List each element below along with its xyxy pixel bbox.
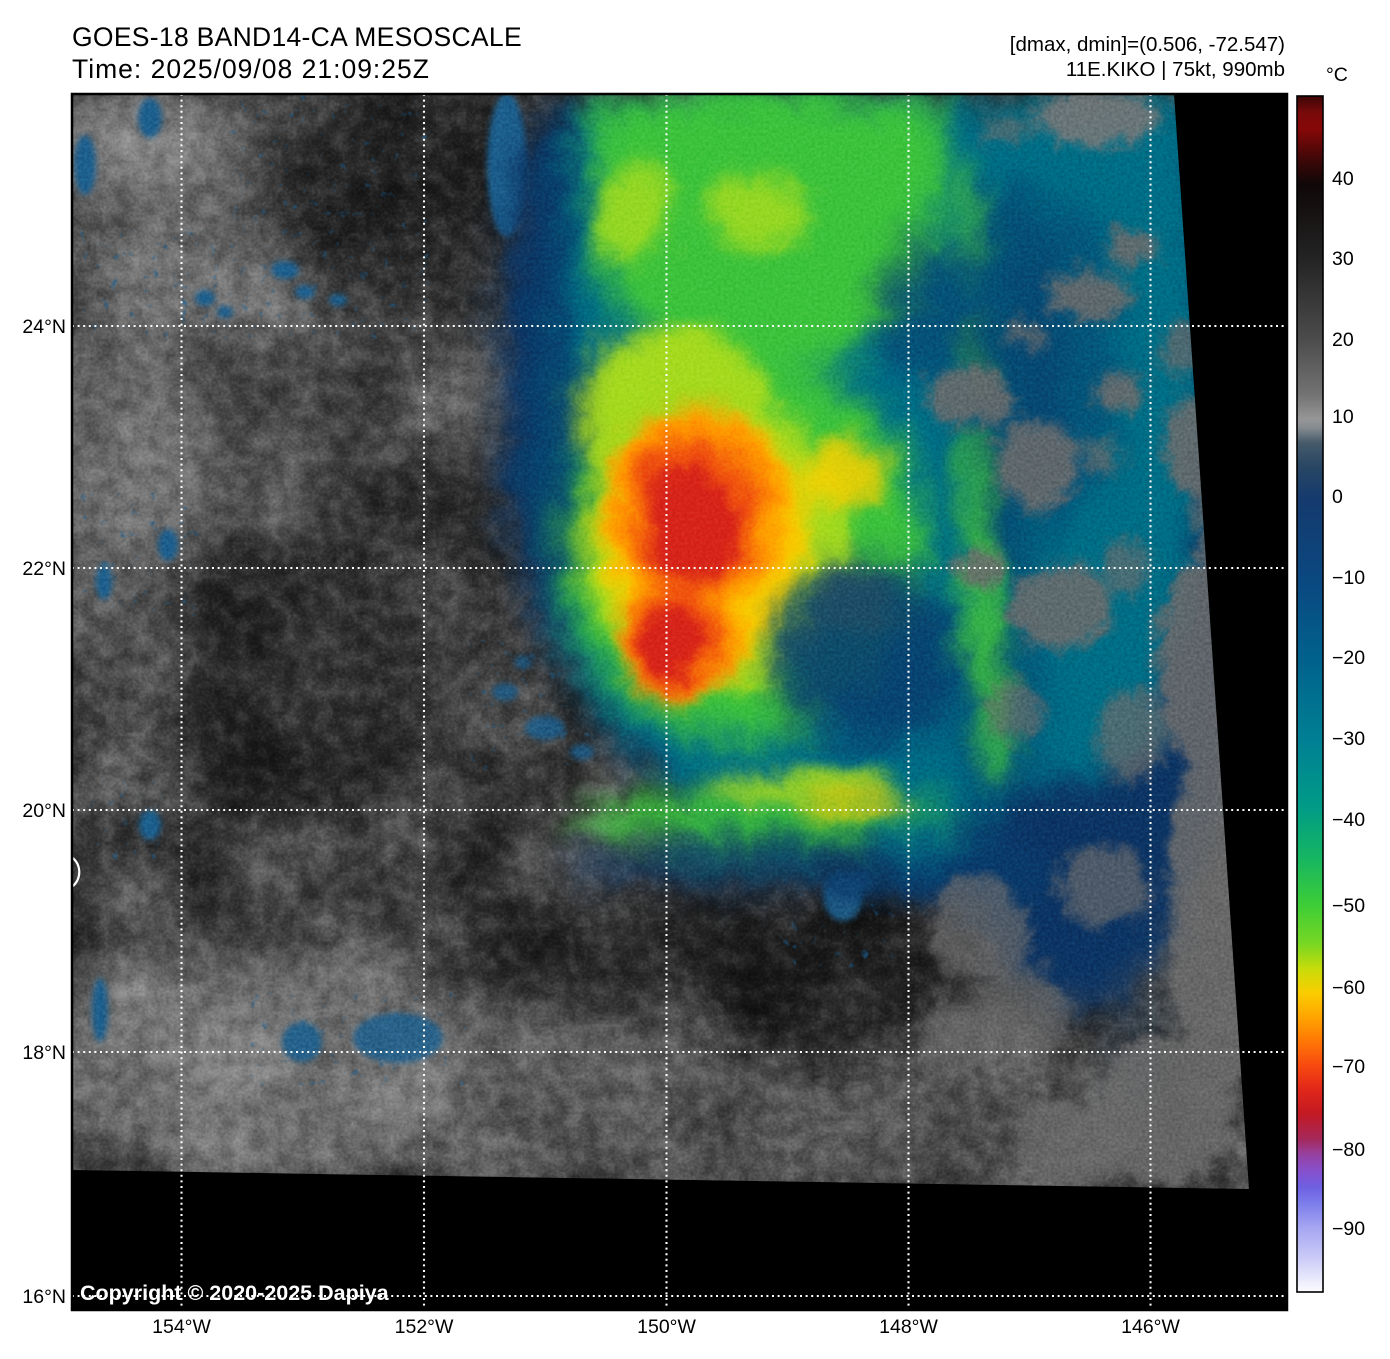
svg-text:146°W: 146°W: [1121, 1316, 1180, 1338]
svg-text:30: 30: [1332, 248, 1354, 270]
svg-text:−80: −80: [1332, 1139, 1365, 1161]
svg-text:16°N: 16°N: [22, 1286, 66, 1308]
svg-text:−30: −30: [1332, 728, 1365, 750]
svg-text:−40: −40: [1332, 809, 1365, 831]
svg-text:GOES-18 BAND14-CA MESOSCALE: GOES-18 BAND14-CA MESOSCALE: [72, 22, 522, 52]
svg-text:−20: −20: [1332, 647, 1365, 669]
svg-text:Copyright © 2020-2025 Dapiya: Copyright © 2020-2025 Dapiya: [80, 1281, 390, 1305]
svg-text:−50: −50: [1332, 895, 1365, 917]
svg-text:−60: −60: [1332, 977, 1365, 999]
svg-text:150°W: 150°W: [637, 1316, 696, 1338]
svg-text:−90: −90: [1332, 1218, 1365, 1240]
svg-text:10: 10: [1332, 406, 1354, 428]
svg-text:18°N: 18°N: [22, 1042, 66, 1064]
svg-text:°C: °C: [1326, 64, 1348, 86]
svg-text:20°N: 20°N: [22, 800, 66, 822]
svg-text:0: 0: [1332, 486, 1343, 508]
svg-text:22°N: 22°N: [22, 558, 66, 580]
svg-text:−10: −10: [1332, 567, 1365, 589]
svg-text:24°N: 24°N: [22, 316, 66, 338]
svg-text:[dmax, dmin]=(0.506, -72.547): [dmax, dmin]=(0.506, -72.547): [1010, 33, 1285, 56]
svg-text:152°W: 152°W: [395, 1316, 454, 1338]
svg-text:11E.KIKO | 75kt, 990mb: 11E.KIKO | 75kt, 990mb: [1066, 58, 1285, 81]
svg-text:20: 20: [1332, 329, 1354, 351]
svg-text:−70: −70: [1332, 1056, 1365, 1078]
svg-text:154°W: 154°W: [152, 1316, 211, 1338]
svg-text:40: 40: [1332, 168, 1354, 190]
svg-text:148°W: 148°W: [879, 1316, 938, 1338]
svg-text:Time: 2025/09/08 21:09:25Z: Time: 2025/09/08 21:09:25Z: [72, 54, 430, 84]
